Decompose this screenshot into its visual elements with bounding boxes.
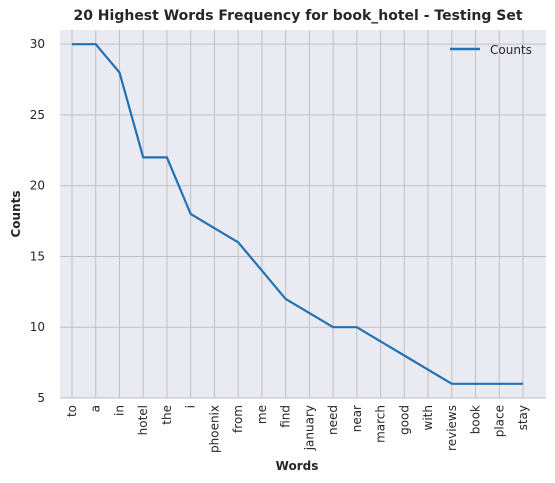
x-tick-label: phoenix bbox=[207, 405, 221, 453]
x-gridlines bbox=[71, 30, 524, 398]
y-tick-labels: 5 10 15 20 25 30 bbox=[30, 37, 45, 405]
plot-background bbox=[60, 30, 546, 398]
x-tick-label: from bbox=[231, 405, 245, 433]
x-tick-label: hotel bbox=[136, 405, 150, 435]
x-tick-label: in bbox=[112, 405, 126, 416]
x-tick-label: good bbox=[397, 405, 411, 435]
x-tick-label: place bbox=[492, 405, 506, 437]
x-tick-label: the bbox=[160, 405, 174, 425]
legend-label-counts: Counts bbox=[490, 43, 532, 57]
x-tick-label: need bbox=[326, 405, 340, 435]
x-tick-label: near bbox=[350, 405, 364, 432]
x-tick-label: to bbox=[65, 405, 79, 417]
x-tick-label: find bbox=[279, 405, 293, 428]
x-tick-label: reviews bbox=[445, 405, 459, 451]
legend: Counts bbox=[450, 43, 532, 57]
x-tick-label: i bbox=[184, 405, 198, 408]
x-tick-label: stay bbox=[516, 405, 530, 430]
x-tick-label: with bbox=[421, 405, 435, 430]
y-tick-label: 15 bbox=[30, 249, 45, 263]
y-tick-label: 25 bbox=[30, 108, 45, 122]
x-tick-label: me bbox=[255, 405, 269, 424]
y-tick-label: 20 bbox=[30, 179, 45, 193]
chart-title: 20 Highest Words Frequency for book_hote… bbox=[73, 8, 522, 24]
y-tick-label: 30 bbox=[30, 37, 45, 51]
x-tick-label: a bbox=[89, 405, 103, 412]
y-tick-label: 10 bbox=[30, 320, 45, 334]
x-tick-label: march bbox=[374, 405, 388, 443]
y-gridlines bbox=[60, 43, 546, 399]
x-tick-label: january bbox=[302, 405, 316, 451]
series-line-counts bbox=[72, 43, 523, 385]
y-tick-label: 5 bbox=[37, 391, 45, 405]
x-axis-label: Words bbox=[276, 459, 319, 473]
x-tick-label: book bbox=[469, 405, 483, 434]
y-axis-label: Counts bbox=[9, 190, 23, 237]
x-tick-labels: to a in hotel the i phoenix from me find january ne… bbox=[65, 405, 530, 453]
